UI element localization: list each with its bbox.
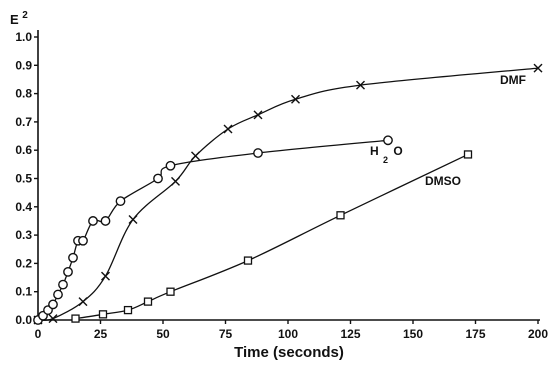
marker-stroke — [223, 124, 233, 134]
y-tick-label: 0.1 — [15, 285, 32, 299]
curves — [37, 67, 539, 322]
y-tick-label: 0.3 — [15, 228, 32, 242]
marker-dmf — [78, 297, 88, 307]
series-label-h2o-suffix: O — [393, 144, 402, 158]
marker-h — [165, 160, 176, 171]
y-tick-label: 0.0 — [15, 313, 32, 327]
marker-dmso — [166, 287, 175, 296]
y-ticks: 0.0 0.1 0.2 0.3 0.4 0.5 0.6 0.7 0.8 0.9 1.0 — [15, 30, 38, 327]
x-tick-label: 175 — [465, 327, 485, 341]
marker-dmso — [123, 305, 133, 315]
x-tick-label: 75 — [219, 327, 233, 341]
x-tick-label: 125 — [340, 327, 360, 341]
marker-dmso — [243, 256, 253, 265]
marker-h — [53, 289, 63, 300]
x-tick-label: 50 — [156, 327, 170, 341]
x-tick-label: 200 — [528, 327, 548, 341]
series-label-dmso: DMSO — [425, 174, 461, 188]
marker-stroke — [253, 110, 263, 120]
curve-dmf — [37, 67, 539, 322]
marker-dmf — [128, 215, 138, 225]
marker-stroke — [101, 271, 110, 281]
marker-dmf — [356, 80, 365, 90]
y-tick-label: 0.9 — [15, 58, 32, 72]
marker-dmso — [98, 310, 108, 319]
curve-dmso — [75, 153, 469, 320]
marker-h — [100, 216, 111, 226]
marker-h — [153, 173, 163, 184]
marker-dmso — [143, 297, 153, 306]
y-axis-title-superscript: 2 — [22, 10, 28, 21]
marker-h — [58, 279, 68, 290]
marker-stroke — [78, 297, 88, 307]
x-tick-label: 0 — [35, 327, 42, 341]
y-tick-label: 1.0 — [15, 30, 32, 44]
marker-dmf — [533, 63, 543, 73]
marker-stroke — [171, 176, 180, 186]
series-label-h2o-base: H — [370, 144, 379, 158]
y-tick-label: 0.8 — [15, 87, 32, 101]
x-tick-label: 100 — [278, 327, 298, 341]
marker-h — [253, 148, 263, 158]
y-tick-label: 0.4 — [15, 200, 32, 214]
series-label-h2o: H 2 O — [370, 144, 403, 166]
marker-dmf — [171, 176, 180, 186]
series-label-dmf: DMF — [500, 73, 526, 87]
y-tick-label: 0.6 — [15, 143, 32, 157]
marker-stroke — [48, 314, 58, 324]
marker-h — [48, 299, 58, 310]
marker-dmf — [191, 151, 200, 161]
marker-dmf — [291, 94, 300, 104]
x-tick-label: 150 — [403, 327, 423, 341]
x-ticks: 0 25 50 75 100 125 150 175 200 — [35, 320, 548, 341]
curve-h — [37, 139, 389, 321]
y-axis-title: E 2 — [10, 10, 28, 27]
marker-stroke — [356, 80, 365, 90]
marker-h — [78, 235, 88, 246]
marker-h — [63, 266, 73, 277]
y-tick-label: 0.5 — [15, 172, 32, 186]
marker-dmso — [463, 150, 473, 159]
marker-dmso — [336, 211, 345, 220]
marker-stroke — [128, 215, 138, 225]
marker-dmso — [71, 314, 80, 323]
y-axis-title-base: E — [10, 12, 19, 27]
marker-dmf — [48, 314, 58, 324]
axes — [37, 30, 540, 321]
marker-h — [88, 216, 98, 226]
marker-dmf — [253, 110, 263, 120]
markers — [33, 63, 543, 325]
y-tick-label: 0.7 — [15, 115, 32, 129]
marker-h — [68, 252, 78, 263]
y-tick-label: 0.2 — [15, 256, 32, 270]
marker-h — [115, 196, 126, 207]
marker-stroke — [533, 63, 543, 73]
marker-stroke — [291, 94, 300, 104]
x-tick-label: 25 — [94, 327, 108, 341]
marker-dmf — [223, 124, 233, 134]
marker-stroke — [191, 151, 200, 161]
marker-h — [383, 135, 393, 146]
marker-dmf — [101, 271, 110, 281]
series-label-h2o-subscript: 2 — [383, 155, 388, 165]
x-axis-title: Time (seconds) — [234, 344, 344, 361]
